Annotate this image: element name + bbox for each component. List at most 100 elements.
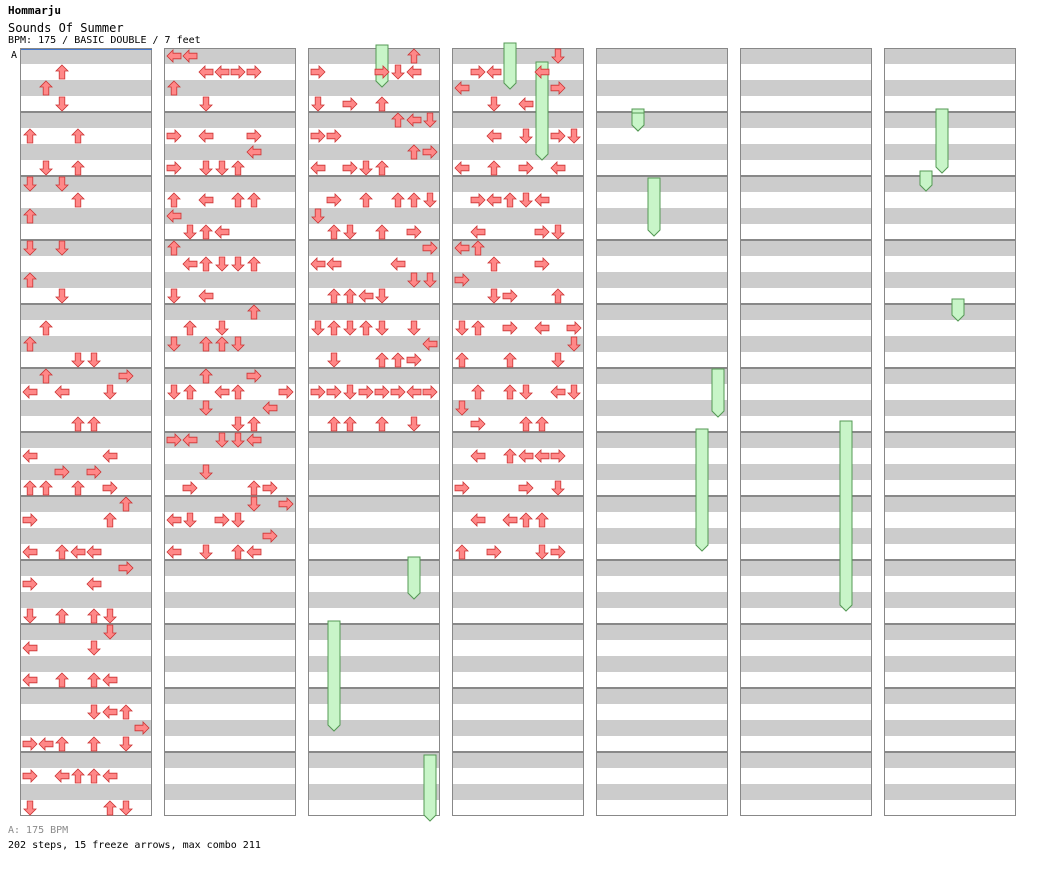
step-arrow (471, 240, 485, 256)
step-arrow (327, 352, 341, 368)
step-arrow (102, 673, 118, 687)
chart-column (164, 48, 296, 816)
step-arrow (359, 192, 373, 208)
step-arrow (471, 320, 485, 336)
step-arrow (199, 400, 213, 416)
step-arrow (55, 64, 69, 80)
step-arrow (470, 193, 486, 207)
step-arrow (87, 672, 101, 688)
measure (596, 112, 728, 176)
step-arrow (487, 96, 501, 112)
step-arrow (198, 129, 214, 143)
step-arrow (375, 288, 389, 304)
step-arrow (118, 561, 134, 575)
measure (308, 112, 440, 176)
measure (308, 240, 440, 304)
step-arrow (182, 49, 198, 63)
step-arrow (375, 96, 389, 112)
step-arrow (23, 240, 37, 256)
chart-column (20, 48, 152, 816)
step-arrow (199, 160, 213, 176)
step-arrow (246, 369, 262, 383)
step-arrow (199, 96, 213, 112)
step-arrow (454, 81, 470, 95)
measure (164, 560, 296, 624)
measure (20, 432, 152, 496)
step-arrow (310, 257, 326, 271)
step-arrow (22, 449, 38, 463)
step-arrow (54, 769, 70, 783)
step-arrow (231, 160, 245, 176)
step-arrow (534, 321, 550, 335)
step-arrow (551, 224, 565, 240)
step-arrow (166, 209, 182, 223)
measure (164, 368, 296, 432)
step-arrow (503, 384, 517, 400)
step-arrow (567, 128, 581, 144)
step-arrow (215, 320, 229, 336)
step-arrow (454, 481, 470, 495)
step-arrow (38, 737, 54, 751)
step-arrow (358, 385, 374, 399)
step-arrow (375, 160, 389, 176)
step-arrow (567, 384, 581, 400)
step-arrow (534, 225, 550, 239)
step-arrow (230, 65, 246, 79)
measure (164, 48, 296, 112)
step-arrow (502, 289, 518, 303)
step-arrow (55, 608, 69, 624)
step-arrow (518, 449, 534, 463)
measure (740, 176, 872, 240)
step-arrow (535, 512, 549, 528)
step-arrow (71, 192, 85, 208)
step-arrow (247, 480, 261, 496)
step-arrow (119, 736, 133, 752)
step-arrow (391, 192, 405, 208)
measure (452, 624, 584, 688)
measure (596, 624, 728, 688)
artist-name: Hommarju (8, 4, 61, 17)
song-title: Sounds Of Summer (8, 21, 124, 35)
step-arrow (103, 384, 117, 400)
step-arrow (343, 416, 357, 432)
step-arrow (375, 320, 389, 336)
step-arrow (199, 256, 213, 272)
step-arrow (550, 449, 566, 463)
step-arrow (455, 320, 469, 336)
measure (884, 496, 1016, 560)
step-arrow (519, 512, 533, 528)
step-arrow (246, 65, 262, 79)
step-arrow (327, 224, 341, 240)
measure (308, 688, 440, 752)
measure (740, 688, 872, 752)
step-arrow (310, 161, 326, 175)
step-arrow (534, 257, 550, 271)
measure (884, 368, 1016, 432)
step-arrow (198, 65, 214, 79)
measure (308, 304, 440, 368)
freeze-arrow (535, 61, 549, 161)
step-arrow (407, 48, 421, 64)
step-arrow (119, 800, 133, 816)
step-arrow (534, 193, 550, 207)
step-arrow (214, 385, 230, 399)
step-arrow (407, 416, 421, 432)
measure (20, 48, 152, 112)
step-arrow (231, 544, 245, 560)
step-arrow (518, 161, 534, 175)
bpm-segment-label: A (11, 50, 17, 61)
step-arrow (343, 224, 357, 240)
step-arrow (246, 129, 262, 143)
step-arrow (39, 80, 53, 96)
step-arrow (214, 513, 230, 527)
step-arrow (71, 768, 85, 784)
measure (740, 752, 872, 816)
step-arrow (550, 129, 566, 143)
step-arrow (566, 321, 582, 335)
step-arrow (246, 145, 262, 159)
step-arrow (470, 65, 486, 79)
step-arrow (199, 224, 213, 240)
step-arrow (87, 704, 101, 720)
step-arrow (487, 288, 501, 304)
measure (164, 688, 296, 752)
